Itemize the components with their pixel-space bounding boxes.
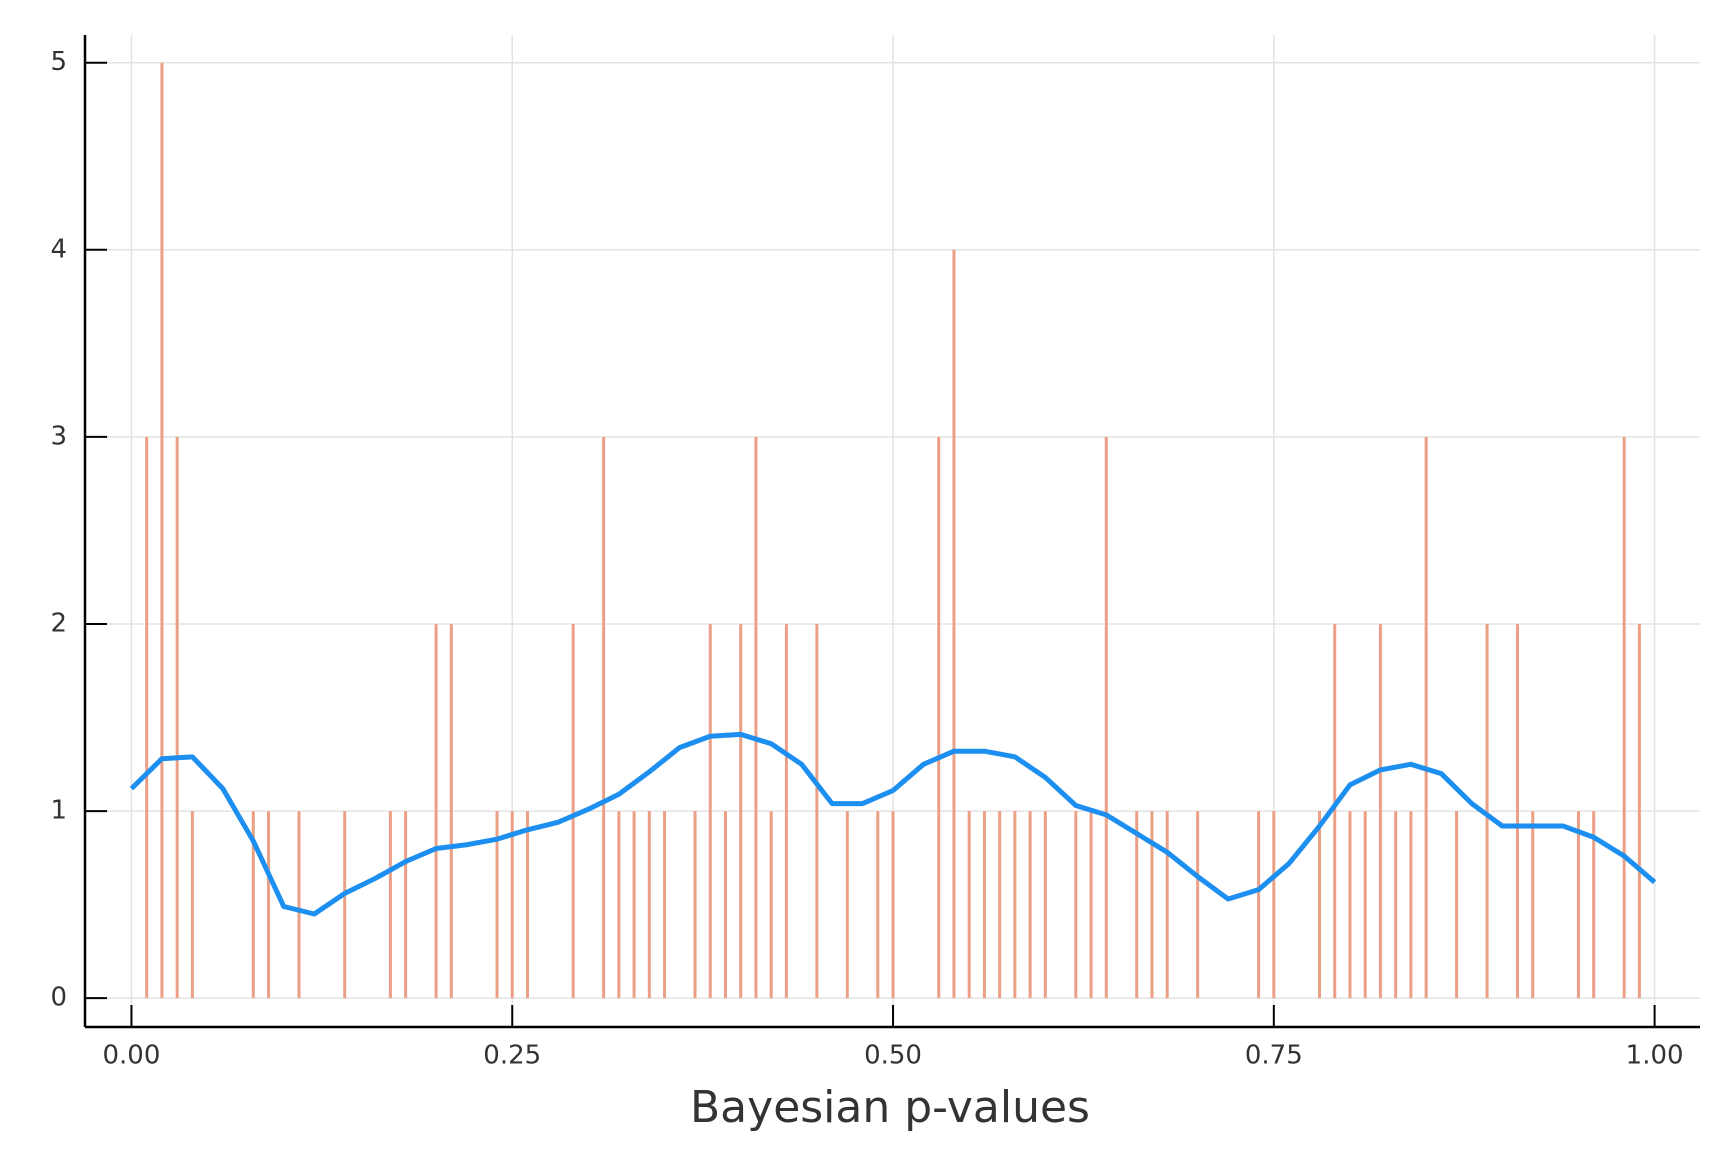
x-tick-label: 1.00: [1626, 1041, 1684, 1071]
x-tick-label: 0.00: [103, 1041, 161, 1071]
y-tick-label: 3: [50, 421, 67, 451]
x-axis-label: Bayesian p-values: [690, 1082, 1090, 1133]
x-tick-label: 0.50: [864, 1041, 922, 1071]
y-tick-label: 1: [50, 796, 67, 826]
y-tick-label: 2: [50, 608, 67, 638]
x-tick-label: 0.75: [1245, 1041, 1303, 1071]
x-tick-label: 0.25: [483, 1041, 541, 1071]
y-tick-label: 0: [50, 983, 67, 1013]
y-tick-label: 4: [50, 234, 67, 264]
density-line: [129, 731, 1657, 917]
y-tick-label: 5: [50, 47, 67, 77]
